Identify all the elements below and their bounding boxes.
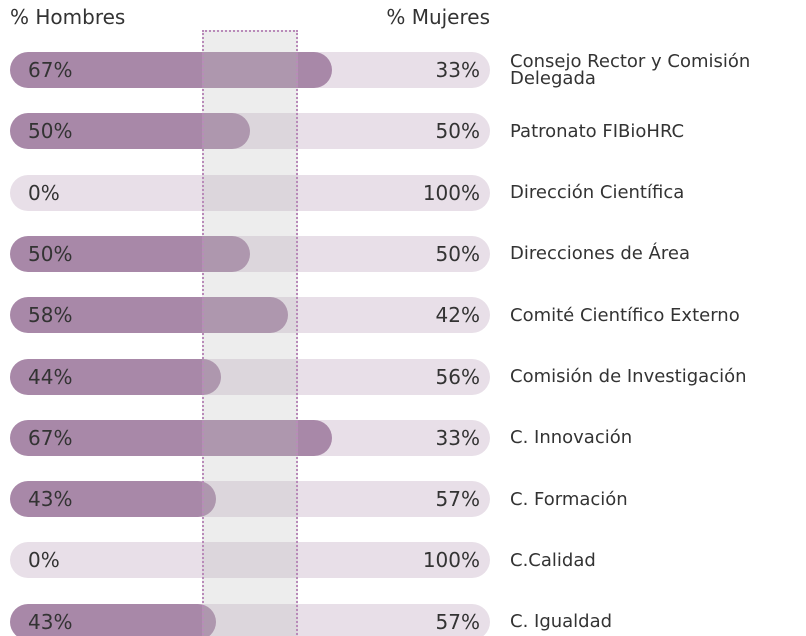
bar-hombres <box>10 419 332 456</box>
label-mujeres: 57% <box>435 487 480 512</box>
bar-mujeres <box>313 52 490 88</box>
category-label: Dirección Científica <box>510 182 685 204</box>
legend-mujeres: % Mujeres <box>386 5 490 29</box>
bar-mujeres <box>198 481 490 518</box>
bar-hombres <box>10 52 332 88</box>
bar-mujeres <box>270 297 490 334</box>
bar-mujeres <box>313 419 490 456</box>
bar-hombres <box>10 113 250 150</box>
bar-hombres <box>10 603 217 636</box>
category-label: C. Innovación <box>510 427 633 449</box>
label-hombres: 0% <box>28 548 60 573</box>
label-hombres: 50% <box>28 241 73 266</box>
label-mujeres: 100% <box>422 180 480 205</box>
category-label: Consejo Rector y Comisión Delegada <box>510 51 751 89</box>
bar-mujeres <box>10 174 490 211</box>
label-mujeres: 42% <box>435 303 480 328</box>
bar-hombres <box>10 481 217 518</box>
parity-band <box>202 30 298 636</box>
label-hombres: 50% <box>28 119 73 144</box>
category-label: Comisión de Investigación <box>510 366 747 387</box>
label-hombres: 43% <box>28 487 73 512</box>
category-label: C. Formación <box>510 488 628 510</box>
bar-hombres <box>10 358 222 395</box>
bar-mujeres <box>10 542 490 579</box>
bar-mujeres <box>198 603 490 636</box>
category-label: C. Igualdad <box>510 611 613 633</box>
bar-hombres <box>10 235 250 272</box>
label-mujeres: 100% <box>422 548 480 573</box>
label-mujeres: 56% <box>435 364 480 389</box>
label-hombres: 43% <box>28 609 73 634</box>
legend-hombres: % Hombres <box>10 5 126 29</box>
label-hombres: 67% <box>28 425 73 450</box>
category-label: Patronato FIBioHRC <box>510 120 685 142</box>
bar-mujeres <box>203 358 490 395</box>
category-label: Direcciones de Área <box>510 243 690 265</box>
label-mujeres: 50% <box>435 119 480 144</box>
bar-mujeres <box>232 235 490 272</box>
label-hombres: 44% <box>28 364 73 389</box>
label-mujeres: 57% <box>435 609 480 634</box>
label-hombres: 58% <box>28 303 73 328</box>
label-mujeres: 50% <box>435 241 480 266</box>
label-mujeres: 33% <box>435 425 480 450</box>
category-label: C.Calidad <box>510 549 596 571</box>
bar-mujeres <box>232 113 490 150</box>
label-hombres: 0% <box>28 180 60 205</box>
label-mujeres: 33% <box>435 58 480 82</box>
bar-hombres <box>10 297 289 334</box>
category-label: Comité Científico Externo <box>510 304 740 326</box>
label-hombres: 67% <box>28 58 73 82</box>
